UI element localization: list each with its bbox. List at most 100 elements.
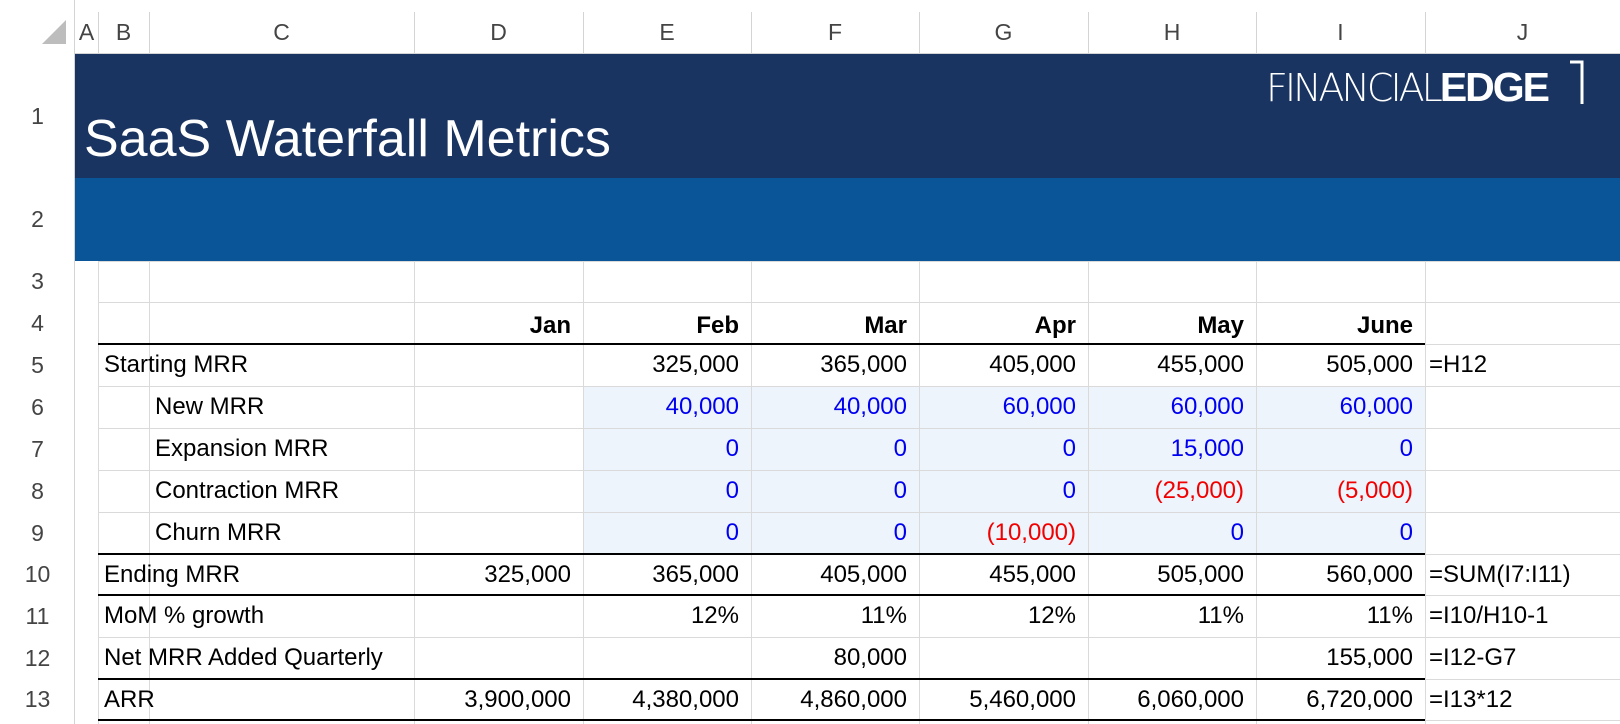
cell-value: 11% <box>1366 602 1413 629</box>
formula-text: =H12 <box>1429 351 1488 378</box>
logo-light: FINANCIAL <box>1266 66 1443 110</box>
border-line <box>98 594 1425 596</box>
cell-value: 325,000 <box>652 351 739 378</box>
grid-line <box>98 386 1620 387</box>
cell-value: 0 <box>1062 477 1076 504</box>
border-line <box>98 553 1425 555</box>
cell-value: 60,000 <box>1339 393 1413 420</box>
cell-value: 60,000 <box>1002 393 1076 420</box>
cell-value: 0 <box>725 477 739 504</box>
month-header: Apr <box>1034 312 1076 339</box>
cell-value: 0 <box>1399 519 1413 546</box>
subtitle-band <box>75 178 1620 261</box>
grid-line <box>98 470 1620 471</box>
column-header: H <box>1163 19 1181 45</box>
month-header: Jan <box>529 312 571 339</box>
cell-value: 15,000 <box>1170 435 1244 462</box>
cell-value: 0 <box>893 435 907 462</box>
cell-value: 6,060,000 <box>1137 686 1244 713</box>
cell-value: 365,000 <box>820 351 907 378</box>
row-header: 5 <box>31 352 44 378</box>
row-header: 9 <box>31 520 44 546</box>
cell-value: 0 <box>1230 519 1244 546</box>
cell-value: 455,000 <box>989 561 1076 588</box>
month-header: Mar <box>864 312 907 339</box>
cell-value: 455,000 <box>1157 351 1244 378</box>
row-header: 12 <box>24 645 51 671</box>
month-header: Feb <box>696 312 739 339</box>
grid-line <box>98 428 1620 429</box>
column-divider <box>414 12 415 54</box>
cell-value: 0 <box>725 435 739 462</box>
cell-value: 40,000 <box>833 393 907 420</box>
grid-line <box>98 302 1620 303</box>
cell-value: 11% <box>860 602 907 629</box>
border-line <box>98 678 1425 680</box>
cell-value: 0 <box>1062 435 1076 462</box>
grid-line <box>1256 261 1257 724</box>
cell-value: 0 <box>893 519 907 546</box>
row-label: MoM % growth <box>104 602 265 629</box>
month-header: May <box>1197 312 1244 339</box>
column-header: J <box>1516 19 1529 45</box>
grid-line <box>98 261 1620 262</box>
select-all-corner[interactable] <box>40 18 68 46</box>
row-label: ARR <box>104 686 155 713</box>
grid-line <box>1425 261 1426 724</box>
column-header: A <box>78 19 95 45</box>
row-header: 1 <box>31 103 44 129</box>
row-header: 2 <box>31 206 44 232</box>
cell-value: 505,000 <box>1157 561 1244 588</box>
border-line <box>98 719 1425 721</box>
row-header: 10 <box>24 561 51 587</box>
cell-value: 4,860,000 <box>800 686 907 713</box>
cell-value: 0 <box>1399 435 1413 462</box>
formula-text: =I13*12 <box>1429 686 1513 713</box>
grid-line <box>751 261 752 724</box>
column-divider <box>98 12 99 54</box>
row-label: Expansion MRR <box>155 435 329 462</box>
column-divider <box>149 12 150 54</box>
column-divider <box>583 12 584 54</box>
row-header: 6 <box>31 394 44 420</box>
column-header: F <box>827 19 843 45</box>
cell-value: (25,000) <box>1154 477 1244 504</box>
month-header: June <box>1356 312 1413 339</box>
grid-line <box>583 261 584 724</box>
grid-line <box>98 261 99 724</box>
row-label: New MRR <box>155 393 265 420</box>
border-line <box>98 343 1425 345</box>
row-label: Net MRR Added Quarterly <box>104 644 383 671</box>
cell-value: 405,000 <box>989 351 1076 378</box>
logo: FINANCIALEDGE <box>1266 62 1550 113</box>
cell-value: 4,380,000 <box>632 686 739 713</box>
column-divider <box>919 12 920 54</box>
row-header: 3 <box>31 268 44 294</box>
formula-text: =I10/H10-1 <box>1429 602 1549 629</box>
cell-value: 12% <box>1027 602 1076 629</box>
logo-bracket <box>1570 60 1584 104</box>
cell-value: 405,000 <box>820 561 907 588</box>
row-header: 8 <box>31 478 44 504</box>
grid-line <box>98 637 1620 638</box>
column-divider <box>751 12 752 54</box>
cell-value: 560,000 <box>1326 561 1413 588</box>
cell-value: 365,000 <box>652 561 739 588</box>
cell-value: 11% <box>1197 602 1244 629</box>
cell-value: 12% <box>690 602 739 629</box>
grid-line <box>1088 261 1089 724</box>
cell-value: 505,000 <box>1326 351 1413 378</box>
row-label: Starting MRR <box>104 351 249 378</box>
cell-value: 155,000 <box>1326 644 1413 671</box>
row-label: Contraction MRR <box>155 477 340 504</box>
formula-text: =I12-G7 <box>1429 644 1517 671</box>
grid-line <box>414 261 415 724</box>
cell-value: 5,460,000 <box>969 686 1076 713</box>
row-header-bar <box>0 0 75 724</box>
cell-value: 0 <box>893 477 907 504</box>
column-header: B <box>115 19 132 45</box>
column-header: E <box>659 19 675 45</box>
column-divider <box>1088 12 1089 54</box>
cell-value: 0 <box>725 519 739 546</box>
cell-value: 3,900,000 <box>464 686 571 713</box>
